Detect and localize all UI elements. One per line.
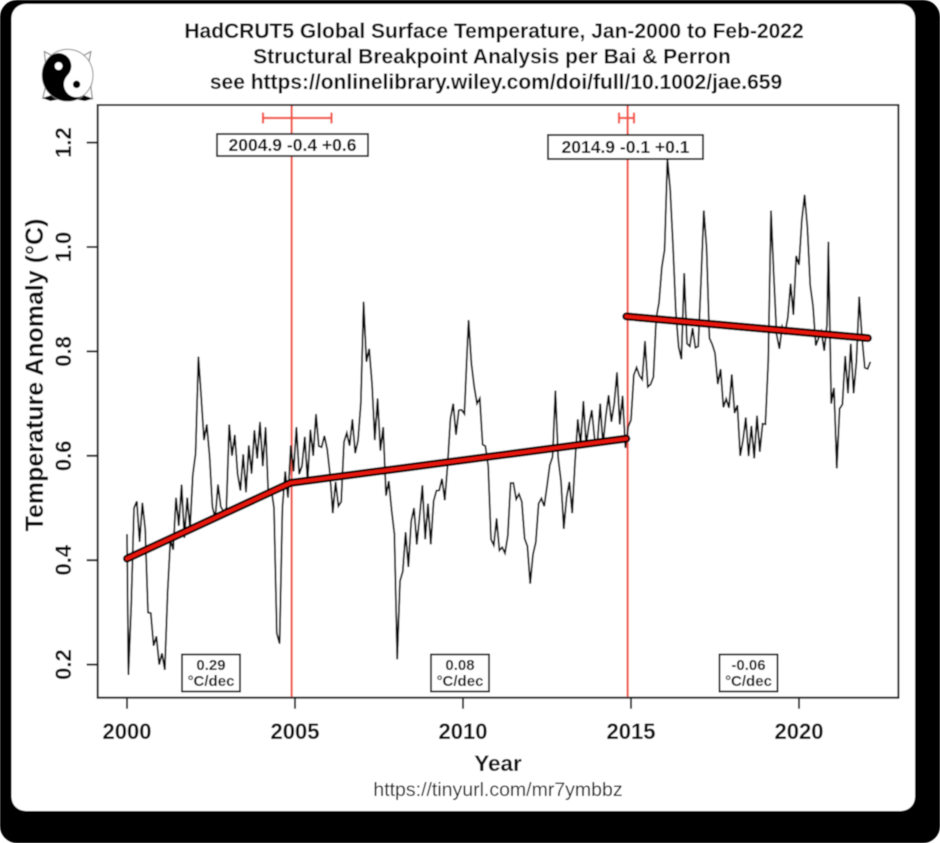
svg-text:1.0: 1.0 [51,232,76,263]
svg-text:2004.9 -0.4 +0.6: 2004.9 -0.4 +0.6 [229,135,357,155]
svg-text:2020: 2020 [775,719,824,744]
svg-text:2010: 2010 [439,719,488,744]
svg-text:0.4: 0.4 [51,544,76,575]
svg-text:0.8: 0.8 [51,336,76,367]
svg-text:2005: 2005 [271,719,320,744]
svg-text:2000: 2000 [103,719,152,744]
svg-text:Temperature Anomaly (°C): Temperature Anomaly (°C) [21,219,49,532]
svg-text:Year: Year [474,751,522,776]
svg-text:HadCRUT5 Global Surface Temper: HadCRUT5 Global Surface Temperature, Jan… [184,20,803,43]
svg-text:°C/dec: °C/dec [437,673,484,690]
svg-text:0.6: 0.6 [51,441,76,472]
svg-text:2015: 2015 [607,719,656,744]
svg-text:-0.06: -0.06 [731,657,765,674]
svg-text:https://tinyurl.com/mr7ymbbz: https://tinyurl.com/mr7ymbbz [373,779,622,801]
svg-text:1.2: 1.2 [51,127,76,158]
svg-text:°C/dec: °C/dec [188,673,235,690]
svg-text:0.08: 0.08 [445,657,474,674]
svg-text:2014.9 -0.1 +0.1: 2014.9 -0.1 +0.1 [562,137,690,157]
svg-text:°C/dec: °C/dec [725,673,772,690]
svg-text:Structural Breakpoint Analysis: Structural Breakpoint Analysis per Bai &… [253,46,731,69]
svg-text:see https://onlinelibrary.wile: see https://onlinelibrary.wiley.com/doi/… [210,71,782,94]
svg-text:0.2: 0.2 [51,649,76,680]
svg-text:0.29: 0.29 [196,657,225,674]
